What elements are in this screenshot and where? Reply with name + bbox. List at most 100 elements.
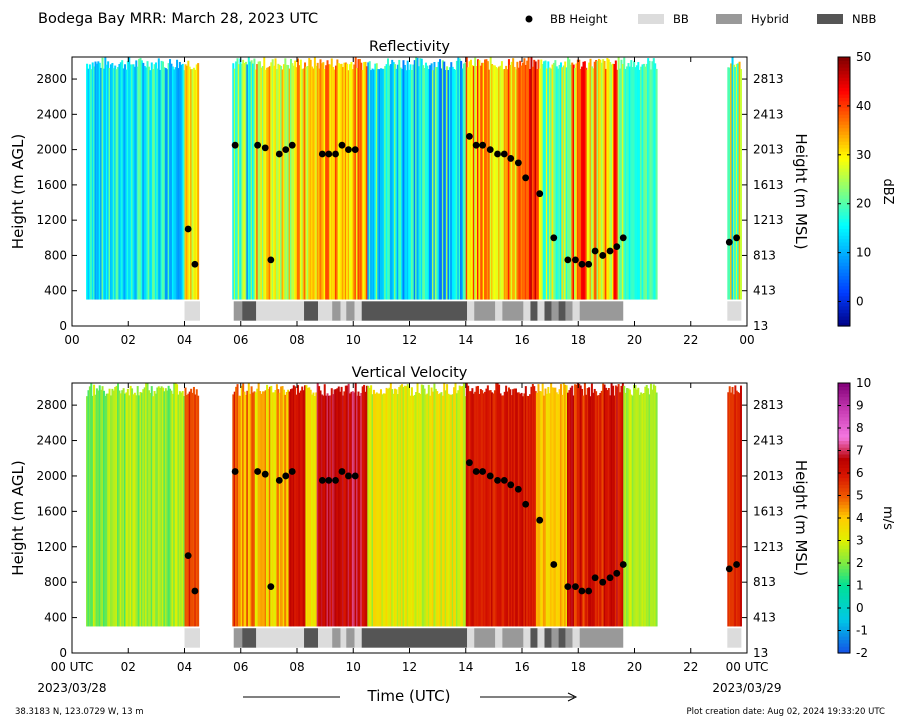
colorbar-band [838, 60, 850, 65]
field-stripe [536, 68, 539, 300]
field-stripe [394, 64, 397, 300]
colorbar-band [838, 460, 850, 465]
reflectivity-colorbar: 0 10 20 30 40 50 dBZ [837, 50, 895, 327]
field-stripe [382, 68, 385, 300]
colorbar-band [838, 63, 850, 68]
y-axis-label-right: Height (m MSL) [792, 133, 810, 249]
field-stripe [357, 59, 360, 300]
colorbar-band [838, 518, 850, 522]
field-stripe [568, 59, 571, 300]
field-stripe [246, 64, 249, 300]
bb-type-segment [544, 301, 552, 321]
x-tick-label: 18 [571, 333, 586, 347]
field-stripe [513, 388, 516, 627]
field-stripe [360, 62, 363, 300]
field-stripe [302, 390, 305, 627]
field-stripe [374, 63, 377, 300]
field-stripe [498, 66, 501, 300]
colorbar-band [838, 299, 850, 304]
field-stripe [735, 63, 738, 300]
colorbar-band [838, 467, 850, 472]
field-stripe [561, 394, 564, 627]
field-stripe [180, 392, 183, 627]
bb-height-point [550, 561, 558, 568]
field-stripe [339, 391, 342, 627]
field-stripe [233, 391, 236, 627]
field-stripe [522, 396, 525, 627]
colorbar-band [838, 565, 850, 570]
field-stripe [289, 58, 292, 300]
colorbar-band [838, 188, 850, 193]
bb-height-point [536, 516, 544, 524]
field-stripe [600, 62, 603, 300]
colorbar-band [838, 252, 850, 256]
field-stripe [147, 390, 150, 627]
field-stripe [305, 66, 308, 300]
field-stripe [316, 62, 319, 300]
field-stripe [537, 59, 540, 300]
x-tick-label: 00 [64, 333, 79, 347]
bb-type-segment [523, 301, 531, 321]
y-tick-label: 1200 [36, 540, 67, 554]
field-stripe [101, 386, 104, 627]
field-stripe [500, 61, 503, 300]
field-stripe [430, 387, 433, 627]
field-stripe [192, 386, 195, 627]
field-stripe [256, 388, 259, 627]
field-stripe [124, 64, 127, 300]
colorbar-band [838, 393, 850, 398]
field-stripe [163, 391, 166, 627]
bb-height-point [599, 252, 607, 259]
field-stripe [540, 391, 543, 627]
bb-type-segment [530, 628, 538, 648]
field-stripe [242, 59, 245, 300]
x-tick-label: 16 [514, 660, 529, 674]
field-stripe [571, 62, 574, 300]
field-stripe [90, 383, 93, 627]
field-stripe [522, 62, 525, 300]
field-stripe [261, 66, 264, 300]
bb-type-bar [184, 301, 742, 321]
field-stripe [263, 391, 266, 627]
field-stripe [564, 384, 567, 627]
field-stripe [347, 70, 350, 300]
field-stripe [412, 395, 415, 627]
field-stripe [619, 392, 622, 627]
field-stripe [334, 389, 337, 627]
field-stripe [365, 385, 368, 627]
colorbar-band [838, 167, 850, 172]
bb-height-point [345, 472, 352, 480]
field-stripe [590, 66, 593, 300]
field-stripe [309, 389, 312, 627]
bb-height-point [184, 225, 192, 233]
field-stripe [567, 57, 570, 300]
x-tick-label: 22 [683, 660, 698, 674]
field-stripe [538, 68, 541, 300]
colorbar-band [838, 548, 850, 553]
field-stripe [109, 64, 112, 300]
field-stripe [472, 66, 475, 300]
field-stripe [610, 64, 613, 300]
field-stripe [430, 63, 433, 300]
field-stripe [180, 64, 183, 300]
field-stripe [115, 385, 118, 627]
field-stripe [184, 64, 187, 300]
field-stripe [336, 388, 339, 627]
legend-bb-label: BB [673, 12, 689, 26]
field-stripe [512, 389, 515, 627]
field-stripe [420, 384, 423, 627]
field-stripe [499, 393, 502, 627]
field-stripe [184, 387, 187, 627]
field-stripe [589, 58, 592, 300]
bb-height-point [564, 256, 572, 264]
colorbar-tick-label: 6 [856, 466, 864, 480]
field-stripe [263, 57, 266, 300]
field-stripe [441, 395, 444, 627]
field-stripe [634, 67, 637, 300]
field-stripe [613, 64, 616, 300]
field-stripe [548, 67, 551, 300]
field-stripe [502, 69, 505, 300]
field-stripe [614, 60, 617, 300]
colorbar-tick-label: 10 [856, 376, 871, 390]
field-stripe [408, 69, 411, 300]
